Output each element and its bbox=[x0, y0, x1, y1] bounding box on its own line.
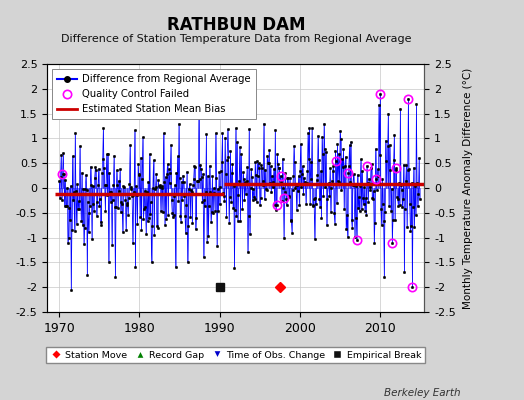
Y-axis label: Monthly Temperature Anomaly Difference (°C): Monthly Temperature Anomaly Difference (… bbox=[463, 67, 473, 309]
Text: Berkeley Earth: Berkeley Earth bbox=[385, 388, 461, 398]
Legend: Station Move, Record Gap, Time of Obs. Change, Empirical Break: Station Move, Record Gap, Time of Obs. C… bbox=[47, 347, 425, 363]
Legend: Difference from Regional Average, Quality Control Failed, Estimated Station Mean: Difference from Regional Average, Qualit… bbox=[52, 69, 256, 119]
Text: RATHBUN DAM: RATHBUN DAM bbox=[167, 16, 305, 34]
Text: Difference of Station Temperature Data from Regional Average: Difference of Station Temperature Data f… bbox=[61, 34, 411, 44]
